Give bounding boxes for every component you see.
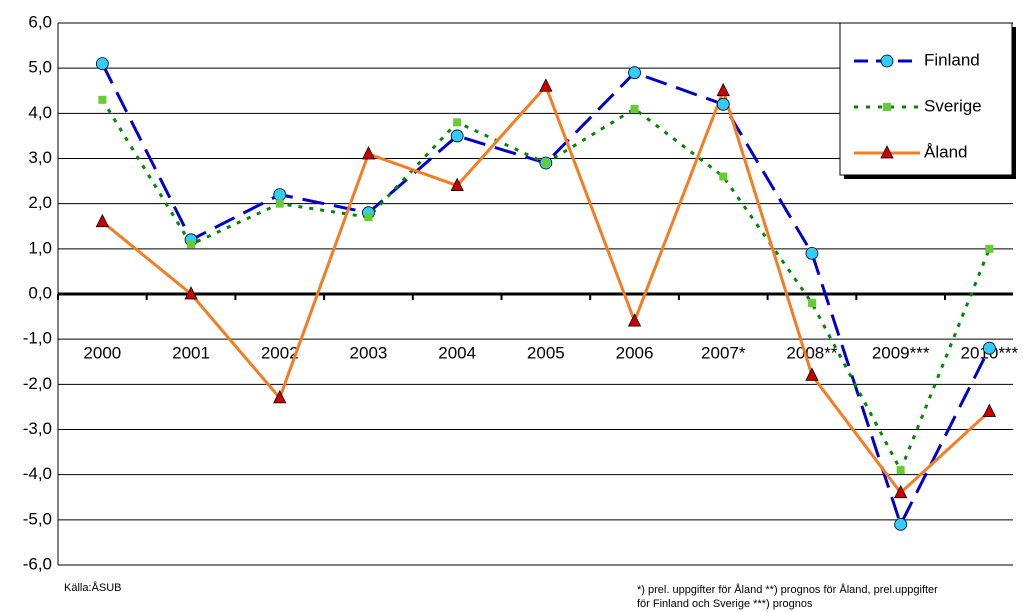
legend-label: Finland bbox=[924, 50, 980, 69]
y-tick-label: -1,0 bbox=[23, 329, 52, 348]
marker bbox=[98, 95, 107, 104]
y-tick-label: 2,0 bbox=[28, 193, 52, 212]
marker bbox=[450, 177, 464, 191]
marker bbox=[880, 145, 894, 159]
marker bbox=[716, 82, 730, 97]
x-tick-label: 2007* bbox=[701, 343, 746, 362]
x-tick-label: 2008** bbox=[786, 343, 837, 362]
source: Källa:ÅSUB bbox=[64, 581, 121, 594]
legend-label: Åland bbox=[924, 142, 967, 161]
marker bbox=[453, 118, 462, 127]
y-tick-label: -3,0 bbox=[23, 419, 52, 438]
marker bbox=[361, 146, 376, 160]
y-tick-label: 6,0 bbox=[28, 12, 52, 31]
y-tick-label: -6,0 bbox=[23, 554, 52, 573]
x-tick-label: 2004 bbox=[438, 343, 476, 362]
marker bbox=[95, 57, 109, 71]
marker bbox=[896, 466, 905, 475]
marker bbox=[985, 244, 994, 253]
marker bbox=[628, 66, 641, 80]
x-tick-label: 2003 bbox=[350, 343, 388, 362]
y-tick-label: 3,0 bbox=[28, 148, 52, 167]
legend bbox=[839, 22, 1013, 176]
marker bbox=[630, 104, 639, 113]
marker bbox=[719, 172, 728, 181]
marker bbox=[883, 103, 891, 111]
marker bbox=[450, 129, 464, 143]
marker bbox=[807, 299, 816, 308]
y-tick-label: -5,0 bbox=[23, 509, 52, 528]
marker bbox=[275, 199, 284, 208]
marker bbox=[880, 54, 894, 68]
note: *) prel. uppgifter för Åland **) prognos… bbox=[637, 583, 938, 596]
x-tick-label: 2002 bbox=[261, 343, 299, 362]
marker bbox=[95, 213, 109, 228]
x-tick-label: 2005 bbox=[527, 343, 565, 362]
y-tick-label: 1,0 bbox=[28, 238, 52, 257]
x-tick-label: 2009*** bbox=[872, 343, 930, 362]
marker bbox=[982, 341, 996, 355]
marker bbox=[894, 484, 908, 499]
marker bbox=[273, 188, 287, 202]
marker bbox=[982, 403, 996, 417]
marker bbox=[184, 286, 198, 300]
marker bbox=[894, 517, 908, 531]
marker bbox=[805, 367, 819, 381]
y-tick-label: -2,0 bbox=[23, 374, 52, 393]
y-tick-label: -4,0 bbox=[23, 464, 52, 483]
marker bbox=[805, 246, 819, 260]
marker bbox=[541, 159, 550, 168]
note: för Finland och Sverige ***) prognos bbox=[637, 598, 813, 610]
marker bbox=[364, 213, 373, 222]
legend-label: Sverige bbox=[924, 96, 982, 115]
marker bbox=[539, 78, 553, 92]
x-tick-label: 2006 bbox=[616, 343, 654, 362]
marker bbox=[627, 313, 642, 327]
x-tick-label: 2001 bbox=[172, 343, 210, 362]
y-tick-label: 0,0 bbox=[28, 283, 52, 302]
marker bbox=[273, 389, 287, 404]
y-tick-label: 5,0 bbox=[28, 58, 52, 77]
marker bbox=[716, 97, 730, 111]
marker bbox=[187, 240, 196, 249]
y-tick-label: 4,0 bbox=[28, 103, 52, 122]
x-tick-label: 2000 bbox=[83, 343, 121, 362]
